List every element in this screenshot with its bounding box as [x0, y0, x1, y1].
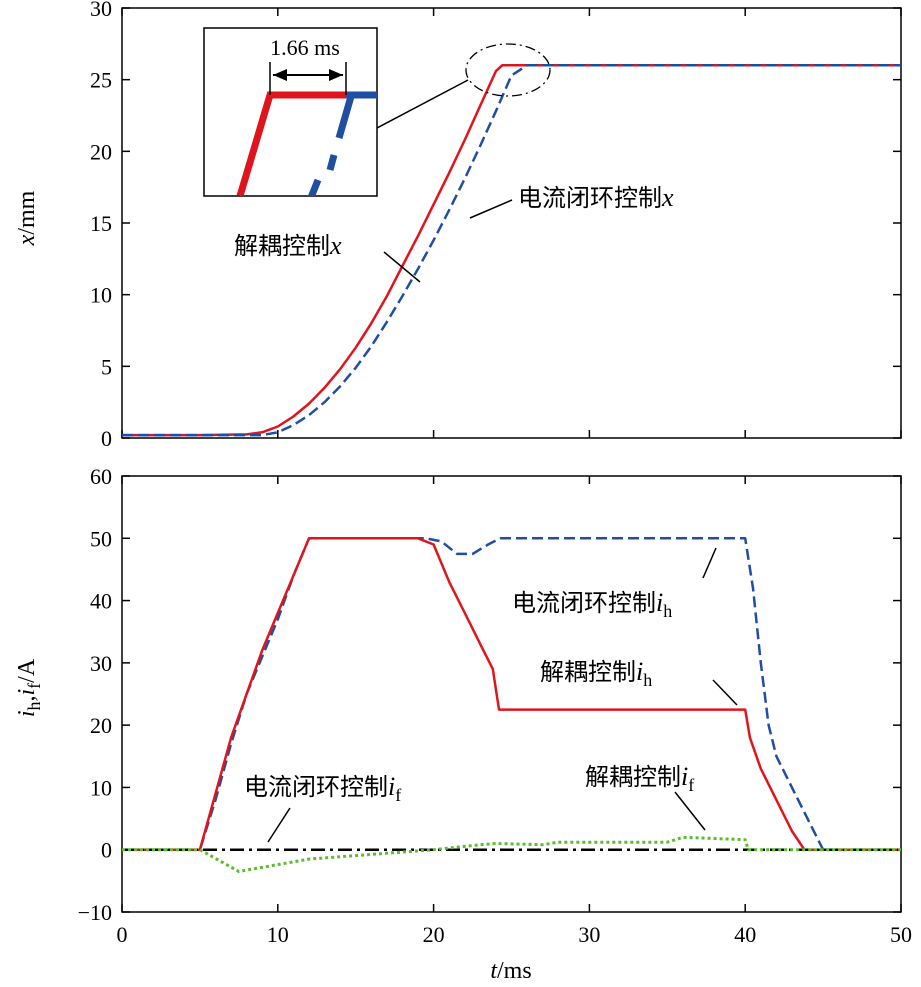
x-tick-label: 10 [267, 922, 289, 947]
leader-current-loop-if [267, 807, 291, 843]
inset-zoom: 1.66 ms [203, 27, 378, 197]
x-tick-label: 40 [734, 922, 756, 947]
inset-arrowhead-right [329, 69, 343, 81]
label-decoupled-if: 解耦控制if [585, 762, 694, 795]
top-y-tick-label: 5 [101, 354, 112, 379]
top-series-group [122, 64, 901, 437]
leader-decoupled-x [383, 251, 421, 283]
bottom-y-tick-label: 30 [90, 651, 112, 676]
leader-decoupled-if [674, 791, 706, 831]
bottom-y-axis-title: ih,if/A [14, 658, 44, 717]
bottom-plot-frame [121, 475, 902, 913]
top-y-tick-label: 0 [101, 426, 112, 451]
top-series-2 [122, 64, 901, 437]
bottom-y-tick-label: −10 [78, 900, 112, 925]
bottom-series-group [122, 537, 901, 873]
bottom-y-tick-label: 40 [90, 589, 112, 614]
zoom-connector-line [376, 79, 469, 129]
leader-decoupled-ih [712, 679, 738, 706]
label-current-loop-ih: 电流闭环控制ih [512, 588, 672, 621]
bottom-series-2 [122, 537, 901, 851]
zoom-region-ellipse [465, 43, 551, 97]
label-decoupled-ih: 解耦控制ih [540, 657, 652, 690]
bottom-y-tick-label: 60 [90, 464, 112, 489]
bottom-y-tick-label: 0 [101, 838, 112, 863]
leader-current-loop-x [469, 199, 513, 219]
top-y-axis: 0 5 10 15 20 25 30 [90, 0, 902, 451]
top-y-tick-label: 25 [90, 68, 112, 93]
inset-blue-line [307, 91, 377, 196]
bottom-series-1 [122, 537, 901, 851]
bottom-y-tick-label: 50 [90, 526, 112, 551]
top-series-1 [122, 64, 901, 437]
top-y-tick-label: 30 [90, 0, 112, 21]
x-axis-title: t/ms [490, 958, 531, 984]
leader-current-loop-ih [702, 547, 717, 579]
x-tick-label: 0 [117, 922, 128, 947]
x-tick-label: 30 [578, 922, 600, 947]
top-panel: 0 5 10 15 20 25 30 x/mm 1.66 ms 解耦控制x [14, 0, 902, 451]
bottom-series-4 [122, 835, 901, 873]
top-y-tick-label: 15 [90, 211, 112, 236]
top-y-axis-title: x/mm [14, 190, 40, 246]
x-tick-label: 50 [890, 922, 912, 947]
bottom-y-tick-label: 10 [90, 775, 112, 800]
x-tick-label: 20 [423, 922, 445, 947]
label-current-loop-x: 电流闭环控制x [518, 183, 674, 212]
top-y-tick-label: 20 [90, 139, 112, 164]
label-current-loop-if: 电流闭环控制if [244, 772, 401, 805]
inset-arrowhead-left [273, 69, 287, 81]
bottom-y-tick-label: 20 [90, 713, 112, 738]
top-y-tick-label: 10 [90, 283, 112, 308]
inset-label: 1.66 ms [270, 35, 340, 60]
label-decoupled-x: 解耦控制x [234, 231, 342, 260]
